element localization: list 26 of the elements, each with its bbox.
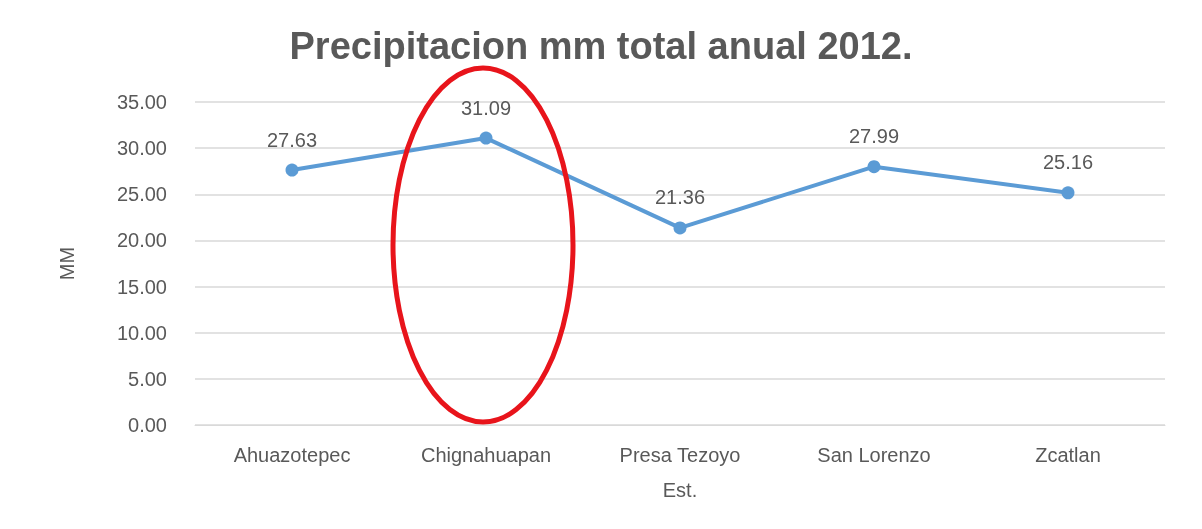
y-axis-title: MM [56, 246, 78, 281]
y-tick-label: 35.00 [116, 91, 167, 113]
data-label: 21.36 [654, 186, 706, 209]
x-tick-label: Chignahuapan [420, 444, 552, 466]
y-tick-label: 25.00 [116, 183, 167, 206]
point [867, 160, 881, 174]
data-label: 27.63 [266, 128, 318, 151]
y-tick-label: 10.00 [116, 321, 167, 344]
y-tick-label: 30.00 [116, 137, 167, 160]
point [479, 131, 493, 145]
data-label: 25.16 [1042, 151, 1094, 174]
y-tick-label: 5.00 [128, 367, 167, 390]
y-tick-label: 0.00 [128, 414, 167, 436]
x-axis-title: Est. [662, 479, 698, 501]
point [1061, 186, 1075, 200]
point [673, 221, 687, 235]
x-tick-label: Zcatlan [1035, 444, 1101, 466]
point [285, 163, 299, 177]
data-label: 31.09 [460, 96, 512, 119]
x-tick-label: Ahuazotepec [233, 444, 351, 466]
y-tick-label: 15.00 [116, 275, 167, 298]
x-tick-label: San Lorenzo [817, 444, 931, 466]
x-tick-label: Presa Tezoyo [619, 444, 741, 466]
data-label: 27.99 [848, 125, 900, 148]
y-tick-label: 20.00 [116, 229, 167, 252]
chart-title: Precipitacion mm total anual 2012. [289, 25, 913, 67]
